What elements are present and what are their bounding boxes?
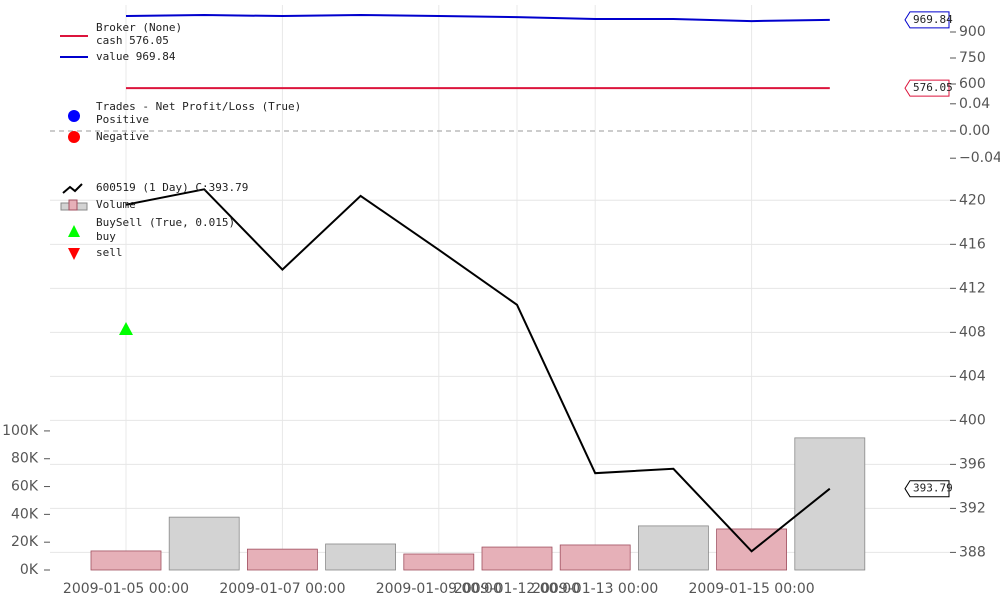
legend-icon bbox=[68, 199, 78, 211]
x-tick-label: 2009-01-12 00:00 bbox=[454, 581, 580, 597]
legend-icon bbox=[68, 248, 80, 260]
volume-bar bbox=[246, 548, 318, 571]
legend-icon bbox=[62, 183, 83, 194]
x-tick-label: 2009-01-07 00:00 bbox=[219, 581, 345, 597]
legend-title: BuySell (True, 0.015) bbox=[96, 216, 235, 229]
legend-label: Positive bbox=[96, 113, 149, 126]
legend-label: Negative bbox=[96, 130, 149, 143]
x-tick-label: 2009-01-05 00:00 bbox=[63, 581, 189, 597]
buy-marker bbox=[119, 322, 133, 336]
y-tick-label: 392 bbox=[959, 500, 986, 516]
legend-title: Trades - Net Profit/Loss (True) bbox=[96, 100, 301, 113]
x-tick-label: 2009-01-15 00:00 bbox=[689, 581, 815, 597]
y2-tick-label: 20K bbox=[11, 534, 39, 550]
x-tick-label: 2009-01-09 00:00 bbox=[376, 581, 502, 597]
legend-icon bbox=[68, 131, 80, 143]
legend-label: cash 576.05 bbox=[96, 34, 169, 47]
y2-tick-label: 40K bbox=[11, 506, 39, 522]
y-tick-label: 396 bbox=[959, 456, 986, 472]
volume-bar bbox=[325, 543, 397, 571]
y-tick-label: 420 bbox=[959, 192, 986, 208]
volume-bar bbox=[481, 546, 553, 571]
legend-label: value 969.84 bbox=[96, 50, 176, 63]
volume-bar bbox=[90, 550, 162, 571]
volume-bar bbox=[794, 437, 866, 571]
y-tick-label: 404 bbox=[959, 368, 986, 384]
legend-label: Volume bbox=[96, 198, 136, 211]
legend-label: buy bbox=[96, 230, 116, 243]
volume-bar bbox=[559, 544, 631, 571]
close-line bbox=[125, 188, 831, 553]
value-tag-label: 393.79 bbox=[913, 482, 953, 495]
y2-tick-label: 100K bbox=[2, 423, 39, 439]
value-tag-label: 969.84 bbox=[913, 13, 953, 26]
y2-tick-label: 80K bbox=[11, 451, 39, 467]
volume-bar bbox=[168, 516, 240, 571]
legend-icon bbox=[68, 225, 80, 237]
y-tick-label: 416 bbox=[959, 236, 986, 252]
y-tick-label: 600 bbox=[959, 76, 986, 92]
y2-tick-label: 0K bbox=[20, 562, 39, 578]
legend-label: 600519 (1 Day) C:393.79 bbox=[96, 181, 248, 194]
series-line bbox=[125, 14, 830, 23]
legend-title: Broker (None) bbox=[96, 21, 182, 34]
value-tag bbox=[904, 79, 950, 97]
y-tick-label: 400 bbox=[959, 412, 986, 428]
value-tag bbox=[904, 480, 950, 498]
legend-label: sell bbox=[96, 246, 123, 259]
volume-bar bbox=[716, 528, 787, 571]
y2-tick-label: 60K bbox=[11, 479, 39, 495]
y-tick-label: 750 bbox=[959, 50, 986, 66]
value-tag-label: 576.05 bbox=[913, 81, 953, 94]
value-tag bbox=[904, 11, 950, 29]
y-tick-label: 0.04 bbox=[959, 96, 990, 112]
legend-icon bbox=[68, 110, 80, 122]
x-tick-label: 2009-01-13 00:00 bbox=[532, 581, 658, 597]
y-tick-label: 412 bbox=[959, 280, 986, 296]
y-tick-label: 408 bbox=[959, 324, 986, 340]
y-tick-label: 0.00 bbox=[959, 123, 990, 139]
volume-bar bbox=[403, 553, 475, 571]
volume-bar bbox=[638, 525, 709, 571]
y-tick-label: 388 bbox=[959, 544, 986, 560]
y-tick-label: 900 bbox=[959, 24, 986, 40]
y-tick-label: −0.04 bbox=[959, 150, 1000, 166]
